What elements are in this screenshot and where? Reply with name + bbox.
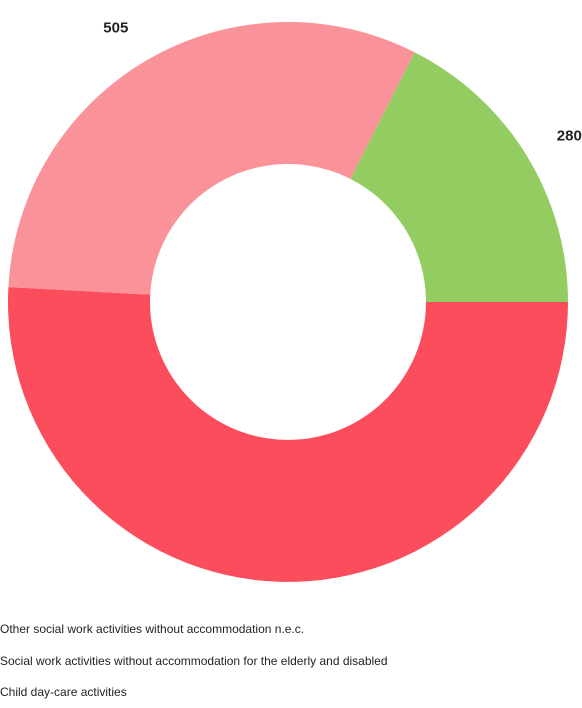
donut-chart: 280505812 <box>7 19 582 615</box>
legend-item-child-day-care: Child day-care activities <box>0 685 127 699</box>
slice-value-label-1: 280 <box>557 128 582 145</box>
donut-slice-1 <box>350 52 568 303</box>
donut-slice-2 <box>8 22 415 295</box>
donut-chart-svg: 280505812 <box>7 19 582 615</box>
legend-item-elderly-and-disabled: Social work activities without accommoda… <box>0 654 388 668</box>
slice-value-label-2: 505 <box>103 19 128 36</box>
legend-item-other-social-work: Other social work activities without acc… <box>0 622 305 636</box>
donut-slice-3 <box>7 287 568 582</box>
